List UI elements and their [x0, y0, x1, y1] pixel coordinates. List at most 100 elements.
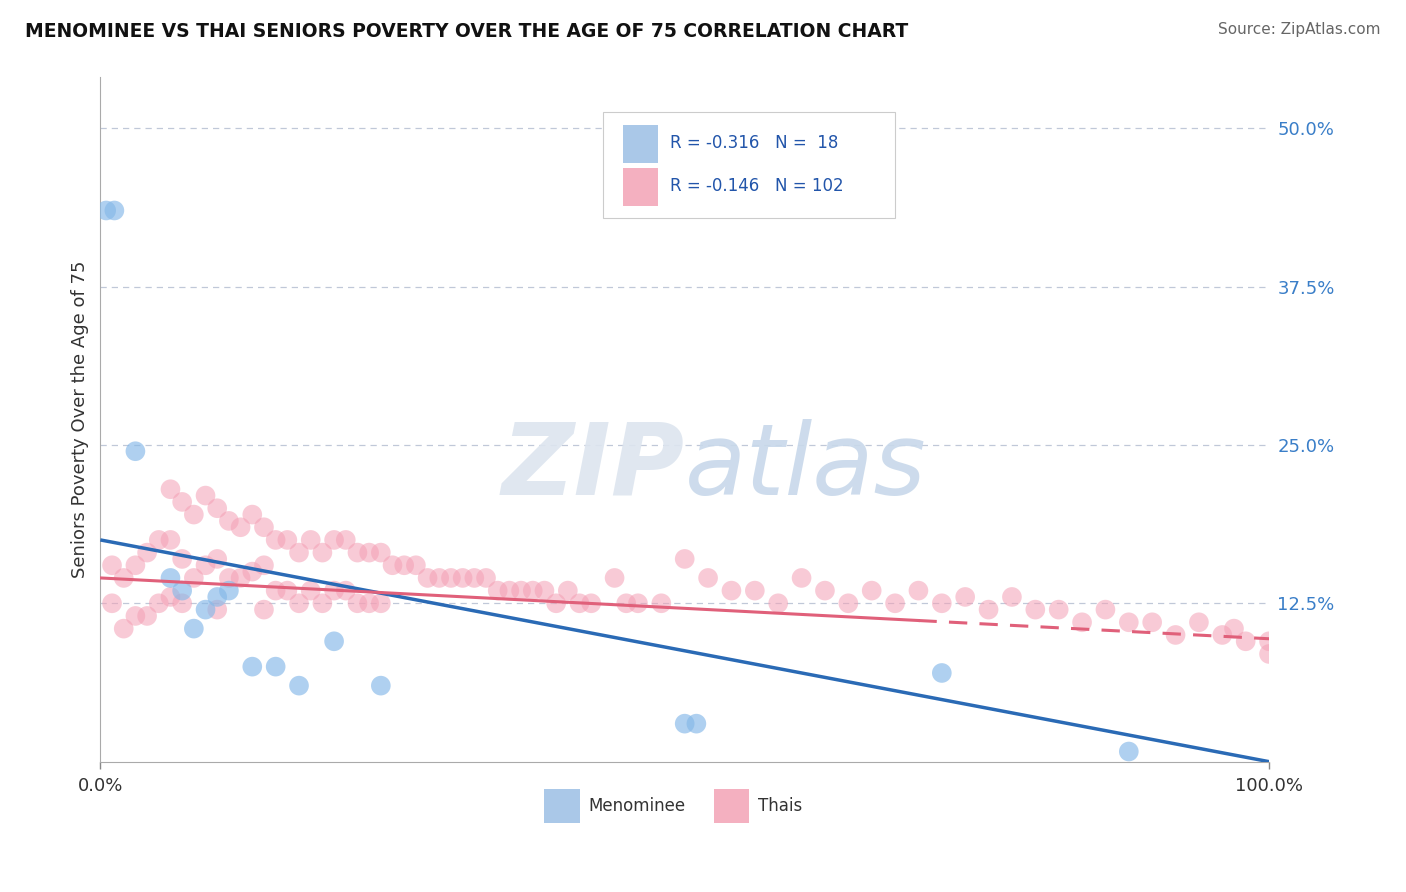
- Point: [510, 583, 533, 598]
- FancyBboxPatch shape: [623, 169, 658, 206]
- Point: [101, 596, 124, 610]
- Point: [183, 508, 205, 522]
- Point: [112, 622, 135, 636]
- Point: [440, 571, 463, 585]
- Point: [884, 596, 907, 610]
- Point: [359, 596, 381, 610]
- Point: [1188, 615, 1211, 630]
- Point: [172, 552, 194, 566]
- Point: [159, 571, 181, 585]
- Point: [172, 583, 194, 598]
- Point: [1258, 647, 1281, 661]
- Point: [194, 558, 217, 573]
- Point: [1234, 634, 1257, 648]
- Text: R = -0.316   N =  18: R = -0.316 N = 18: [669, 134, 838, 152]
- Point: [323, 634, 346, 648]
- Point: [766, 596, 789, 610]
- Point: [685, 716, 707, 731]
- Point: [370, 546, 392, 560]
- Point: [392, 558, 415, 573]
- Point: [240, 508, 263, 522]
- Point: [370, 679, 392, 693]
- Point: [159, 482, 181, 496]
- Point: [229, 571, 252, 585]
- Point: [381, 558, 404, 573]
- Text: atlas: atlas: [685, 419, 927, 516]
- Point: [218, 514, 240, 528]
- Point: [288, 546, 311, 560]
- Point: [323, 583, 346, 598]
- Point: [311, 596, 333, 610]
- Point: [299, 533, 322, 547]
- Point: [673, 552, 696, 566]
- Text: R = -0.146   N = 102: R = -0.146 N = 102: [669, 177, 844, 194]
- Point: [253, 558, 276, 573]
- Point: [205, 590, 228, 604]
- Point: [136, 546, 159, 560]
- Point: [1140, 615, 1163, 630]
- Point: [463, 571, 485, 585]
- FancyBboxPatch shape: [623, 126, 658, 163]
- Point: [148, 596, 170, 610]
- Point: [218, 583, 240, 598]
- Point: [124, 558, 146, 573]
- Point: [953, 590, 976, 604]
- Point: [790, 571, 813, 585]
- Point: [720, 583, 742, 598]
- Point: [205, 501, 228, 516]
- Point: [1223, 622, 1246, 636]
- Point: [451, 571, 474, 585]
- Point: [650, 596, 672, 610]
- Text: ZIP: ZIP: [502, 419, 685, 516]
- Point: [546, 596, 568, 610]
- Point: [522, 583, 544, 598]
- Point: [101, 558, 124, 573]
- FancyBboxPatch shape: [714, 789, 749, 823]
- Point: [288, 596, 311, 610]
- Point: [533, 583, 555, 598]
- Text: Thais: Thais: [758, 797, 803, 815]
- Point: [240, 659, 263, 673]
- Point: [335, 583, 357, 598]
- Point: [837, 596, 859, 610]
- Point: [205, 602, 228, 616]
- Point: [1118, 615, 1140, 630]
- Point: [568, 596, 591, 610]
- Point: [1164, 628, 1187, 642]
- Point: [218, 571, 240, 585]
- Point: [1001, 590, 1024, 604]
- Point: [148, 533, 170, 547]
- Point: [124, 444, 146, 458]
- Point: [1047, 602, 1070, 616]
- Point: [614, 596, 637, 610]
- Point: [264, 533, 287, 547]
- Point: [276, 583, 298, 598]
- Point: [1211, 628, 1233, 642]
- Point: [931, 665, 953, 680]
- Point: [860, 583, 883, 598]
- Point: [276, 533, 298, 547]
- Point: [172, 495, 194, 509]
- Point: [977, 602, 1000, 616]
- Point: [1071, 615, 1094, 630]
- Text: MENOMINEE VS THAI SENIORS POVERTY OVER THE AGE OF 75 CORRELATION CHART: MENOMINEE VS THAI SENIORS POVERTY OVER T…: [25, 22, 908, 41]
- Point: [1094, 602, 1116, 616]
- Point: [124, 609, 146, 624]
- Point: [103, 203, 125, 218]
- Point: [907, 583, 929, 598]
- Point: [288, 679, 311, 693]
- Point: [264, 659, 287, 673]
- Point: [136, 609, 159, 624]
- Point: [486, 583, 509, 598]
- FancyBboxPatch shape: [544, 789, 579, 823]
- Point: [405, 558, 427, 573]
- Point: [194, 489, 217, 503]
- Point: [240, 565, 263, 579]
- Point: [229, 520, 252, 534]
- Point: [299, 583, 322, 598]
- Point: [475, 571, 498, 585]
- Point: [323, 533, 346, 547]
- Point: [370, 596, 392, 610]
- Point: [183, 571, 205, 585]
- Point: [159, 590, 181, 604]
